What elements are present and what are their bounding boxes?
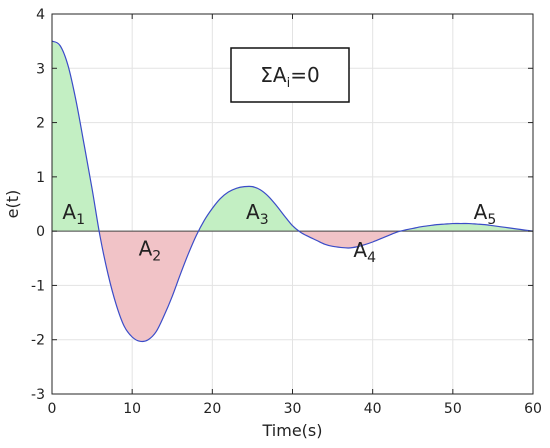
annotation-box-frame [230,47,350,103]
area-label: A4 [353,238,376,266]
negative-area [99,231,199,342]
x-tick-label: 0 [48,401,57,417]
x-axis-label: Time(s) [262,421,323,440]
area-label: A2 [139,237,162,265]
area-label: A1 [62,200,85,228]
x-tick-label: 10 [123,401,141,417]
x-tick-label: 30 [284,401,302,417]
area-label: A3 [246,200,269,228]
x-tick-label: 60 [524,401,542,417]
axis-ticks: 0 10 20 30 40 50 60 -3 -2 -1 0 1 2 3 4 [31,7,542,417]
annotation-text: ΣAi=0 [260,63,319,91]
positive-area [198,186,300,232]
y-tick-label: -2 [31,333,45,349]
y-tick-label: 4 [36,7,45,23]
area-labels: A1 A2 A3 A4 A5 [62,200,496,266]
y-tick-label: 2 [36,116,45,132]
y-tick-label: 0 [36,224,45,240]
y-axis-label: e(t) [3,190,22,219]
y-tick-label: -3 [31,387,45,403]
area-label: A5 [474,200,497,228]
y-tick-label: 1 [36,170,45,186]
positive-area [52,41,100,232]
y-tick-label: -1 [31,278,45,294]
y-tick-label: 3 [36,61,45,77]
series-line [51,40,534,343]
annotation-box: ΣAi=0 [230,47,350,103]
x-tick-label: 20 [203,401,221,417]
x-tick-label: 40 [364,401,382,417]
x-tick-label: 50 [444,401,462,417]
